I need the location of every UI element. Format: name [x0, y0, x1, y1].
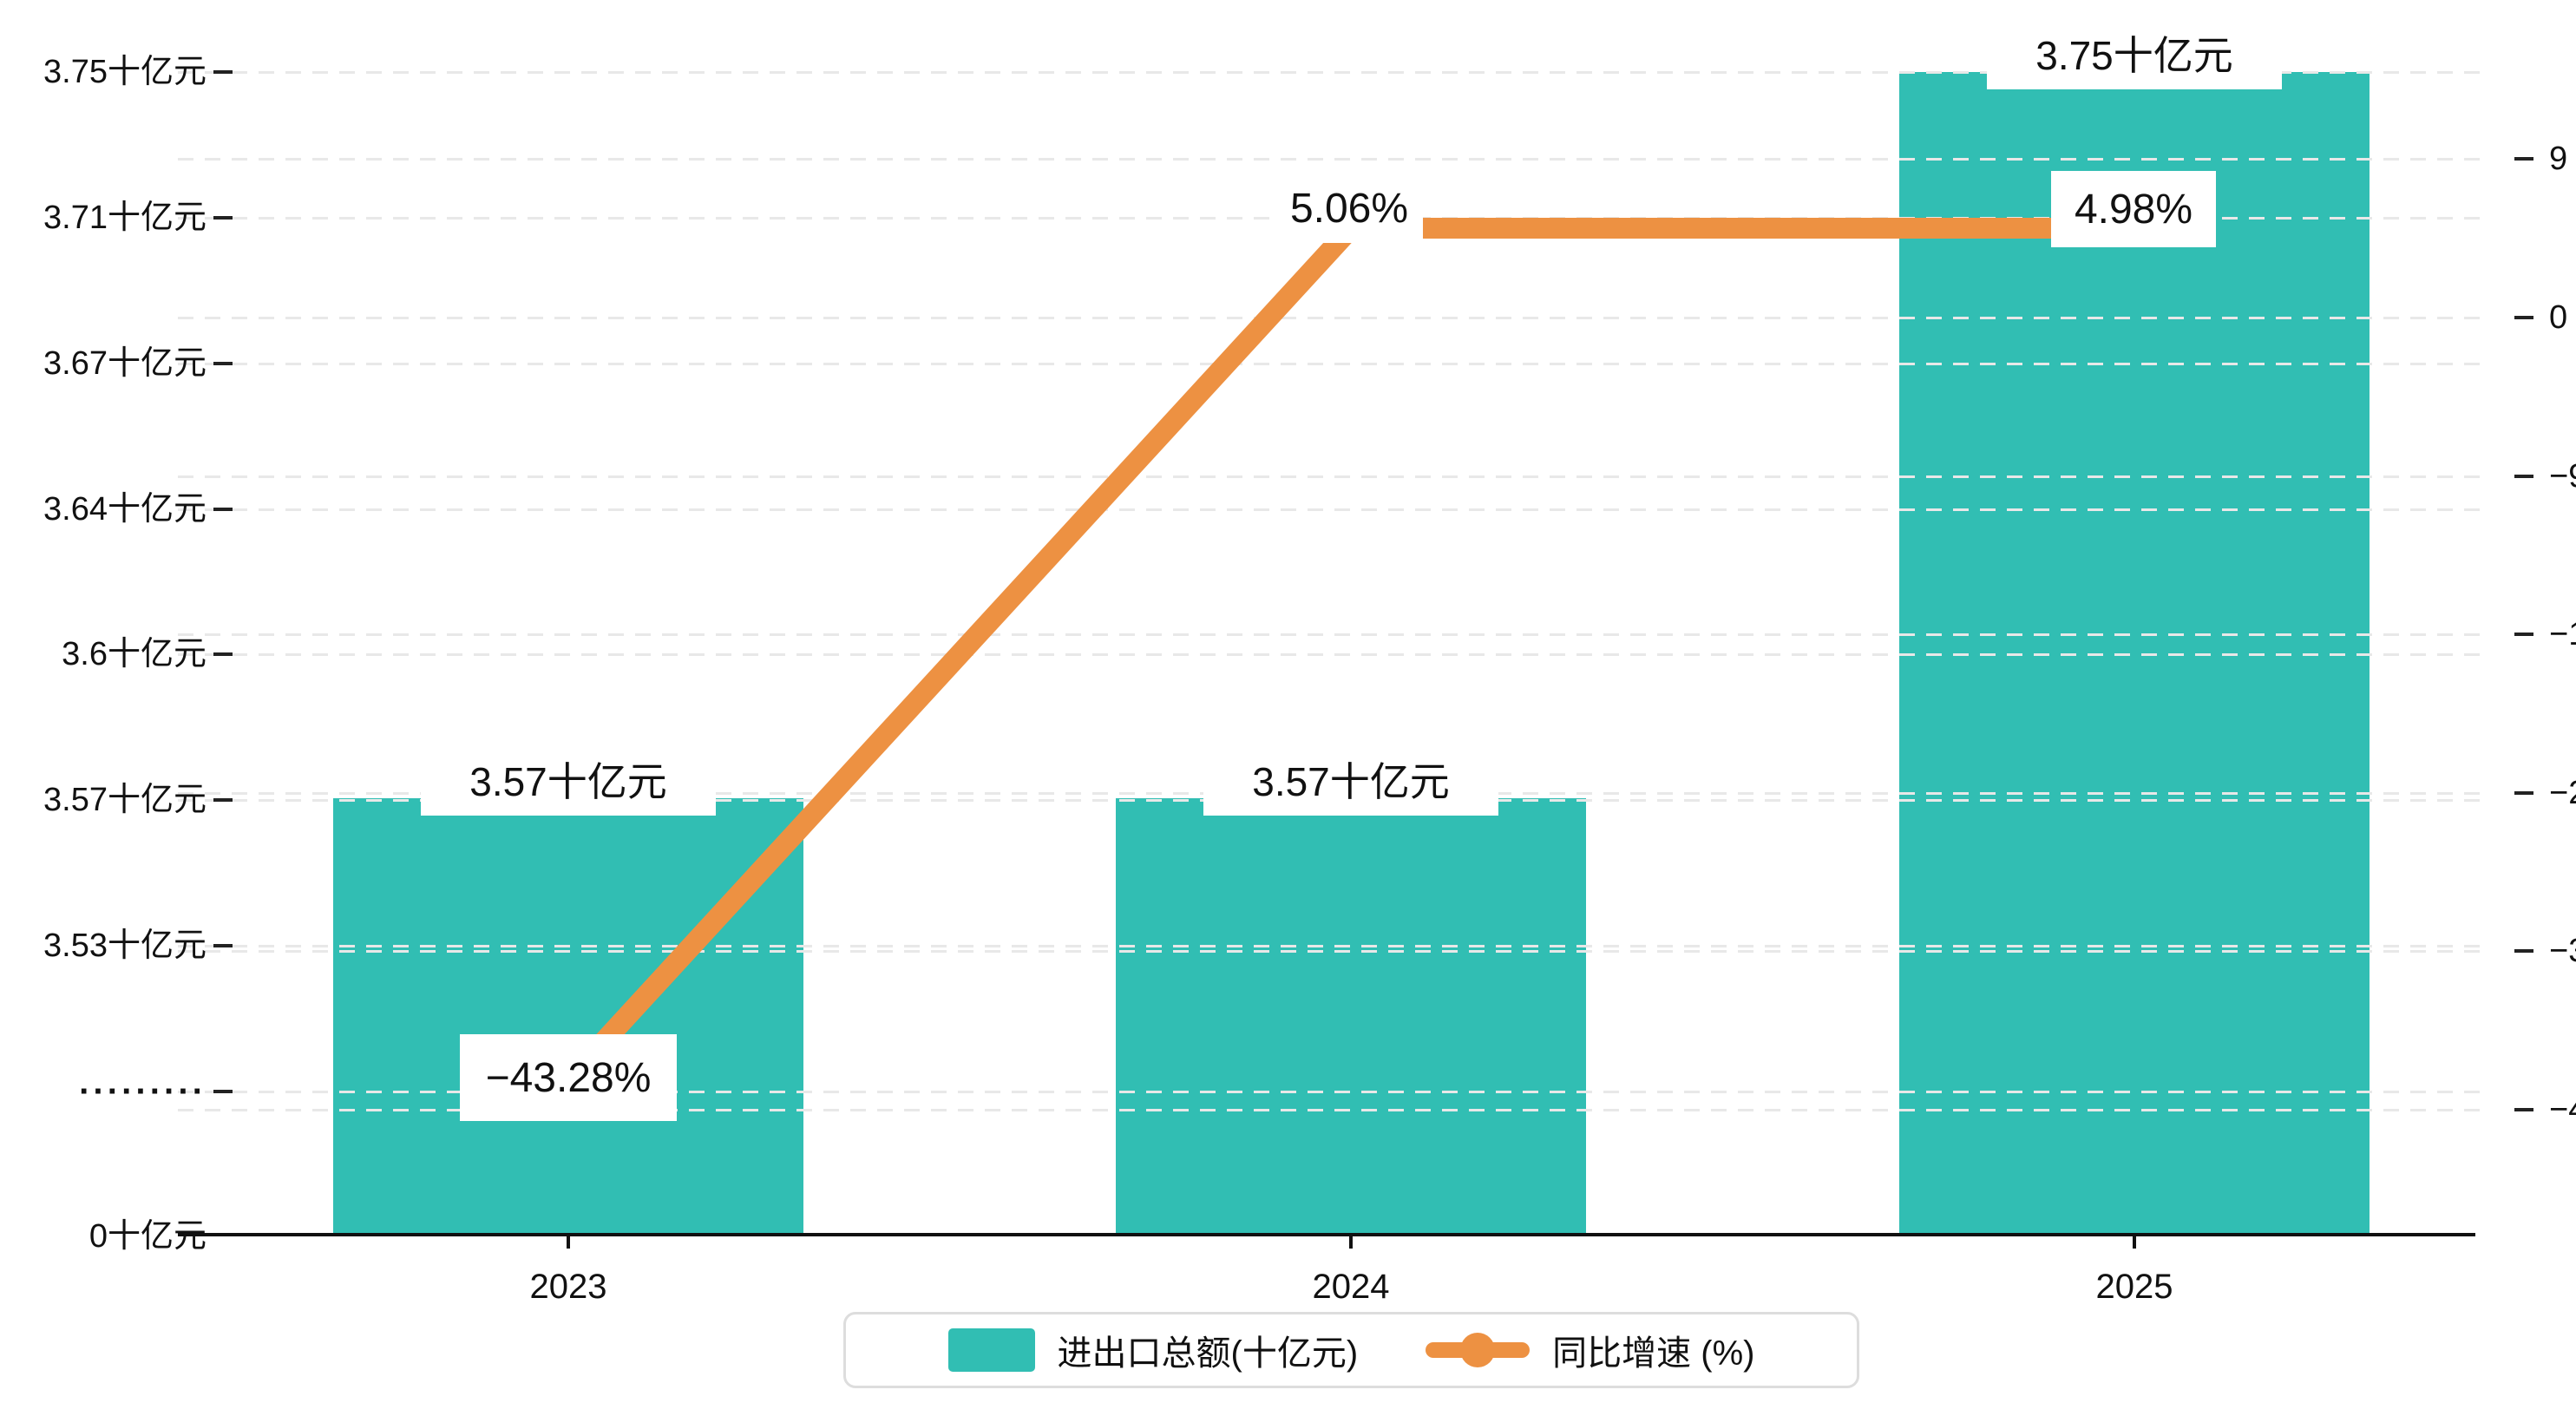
line-icon-dot	[1460, 1333, 1496, 1367]
line-value-label-2023: −43.28%	[460, 1034, 677, 1121]
right-axis-tick	[2514, 633, 2533, 636]
right-axis-label: 9	[2549, 141, 2568, 177]
right-axis-label: −27	[2549, 775, 2576, 811]
x-axis-line	[178, 1233, 2475, 1236]
gridline	[178, 945, 2490, 947]
bar-2023[interactable]	[333, 798, 803, 1235]
right-axis-label: 0	[2549, 299, 2568, 336]
bar-value-label-2025: 3.75十亿元	[1987, 16, 2282, 89]
gridline	[178, 475, 2490, 478]
bar-2024[interactable]	[1116, 798, 1586, 1235]
gridline	[178, 1091, 2490, 1093]
gridline	[178, 653, 2490, 656]
gridline	[178, 363, 2490, 365]
gridline	[178, 508, 2490, 511]
right-axis-tick	[2514, 1108, 2533, 1111]
left-axis-tick	[213, 798, 233, 802]
left-axis-tick	[213, 70, 233, 74]
x-axis-tick	[1349, 1236, 1353, 1249]
right-axis-tick	[2514, 316, 2533, 319]
left-axis-tick	[213, 508, 233, 511]
x-axis-label-2024: 2024	[1312, 1268, 1390, 1306]
right-axis-tick	[2514, 949, 2533, 953]
legend-label: 进出口总额(十亿元)	[1057, 1334, 1359, 1373]
left-axis-label: 3.67十亿元	[43, 345, 206, 382]
left-axis-label: 3.57十亿元	[43, 782, 206, 818]
right-axis-tick	[2514, 791, 2533, 795]
left-axis-label: 3.53十亿元	[43, 928, 206, 964]
left-axis-tick	[213, 1090, 233, 1093]
bar-value-label-2023: 3.57十亿元	[421, 743, 716, 816]
left-axis-label: 0十亿元	[88, 1218, 206, 1255]
line-value-label-2024: 5.06%	[1275, 174, 1423, 243]
left-axis-tick	[213, 652, 233, 656]
legend: 进出口总额(十亿元) 同比增速 (%)	[843, 1312, 1859, 1388]
gridline	[178, 1109, 2490, 1111]
left-axis-tick	[213, 944, 233, 947]
line-value-label-2025: 4.98%	[2051, 171, 2216, 247]
legend-label: 同比增速 (%)	[1552, 1334, 1755, 1373]
left-axis-label: 3.6十亿元	[62, 636, 206, 672]
x-axis-label-2025: 2025	[2095, 1268, 2173, 1306]
gridline	[178, 317, 2490, 319]
x-axis-tick	[2133, 1236, 2136, 1249]
right-axis-label: −18	[2549, 616, 2576, 652]
bar-value-label-2024: 3.57十亿元	[1203, 743, 1498, 816]
left-axis-tick	[213, 362, 233, 365]
left-axis-tick	[213, 216, 233, 220]
gridline	[178, 633, 2490, 636]
x-axis-tick	[567, 1236, 570, 1249]
left-axis-label: 3.64十亿元	[43, 491, 206, 528]
left-axis-label: 3.75十亿元	[43, 54, 206, 90]
gridline	[178, 950, 2490, 953]
gridline	[178, 158, 2490, 161]
right-axis-label: −9	[2549, 458, 2576, 495]
right-axis-label: −45	[2549, 1092, 2576, 1128]
bar-series-swatch	[947, 1328, 1035, 1372]
legend-item-line-series[interactable]: 同比增速 (%)	[1426, 1325, 1754, 1375]
right-axis-label: −36	[2549, 933, 2576, 969]
legend-item-bar-series[interactable]: 进出口总额(十亿元)	[947, 1325, 1359, 1375]
right-axis-tick	[2514, 475, 2533, 478]
growth-line-segment-2024-2025	[1351, 218, 2134, 239]
left-axis-label: 3.71十亿元	[43, 200, 206, 236]
gridline	[178, 71, 2490, 74]
x-axis-label-2023: 2023	[529, 1268, 607, 1306]
line-series-icon	[1426, 1331, 1531, 1369]
left-axis-break-label: ·········	[79, 1072, 206, 1111]
right-axis-tick	[2514, 157, 2533, 161]
